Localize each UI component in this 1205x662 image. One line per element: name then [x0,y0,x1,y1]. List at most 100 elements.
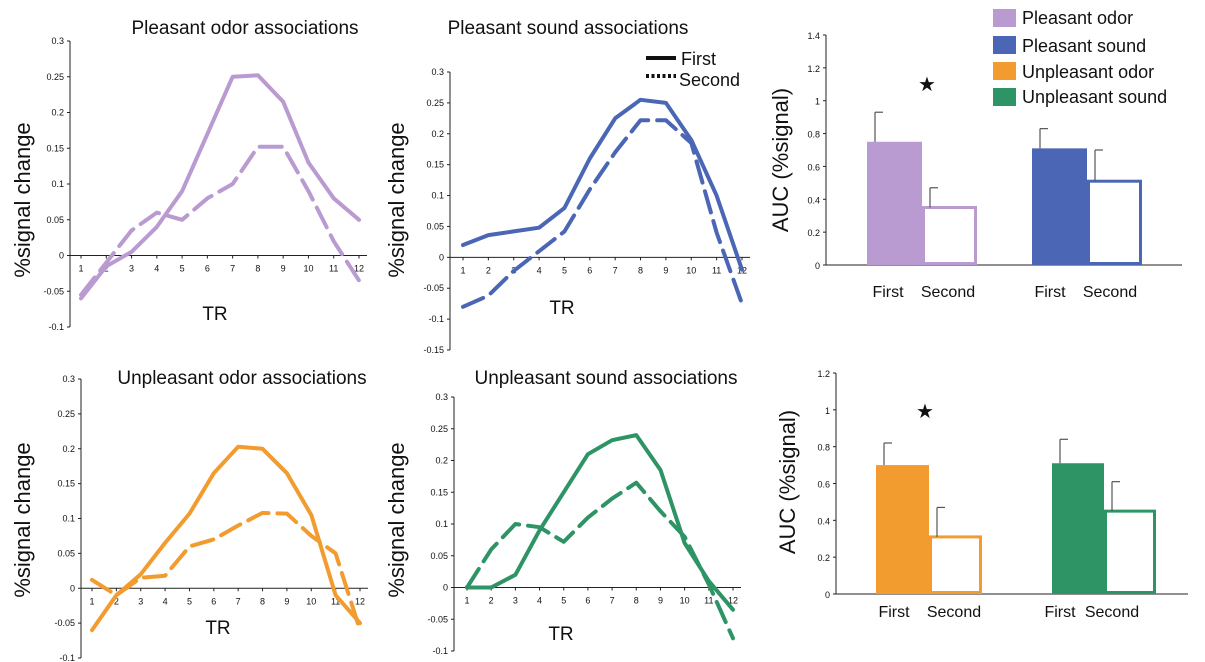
bar-panel-1: 0 0.2 0.4 0.6 0.8 1 1.2 1.4 [807,31,1182,271]
x-tick-label: 3 [138,596,143,606]
x-tick-label: 11 [712,265,721,275]
y-tick-label: 0.1 [51,179,64,189]
y-tick-label: 1.4 [807,31,820,41]
y-tick-label: 0.1 [62,514,75,524]
series-line-second [79,144,361,297]
y-tick-label: -0.05 [54,618,75,628]
x-tick-label: 5 [180,264,185,274]
title-pleasant-odor: Pleasant odor associations [131,18,358,39]
y-tick-label: 0.25 [46,72,64,82]
y-tick-label: 0.2 [435,456,448,466]
y-tick-label: 0.15 [46,143,64,153]
x-tick-label: 6 [211,596,216,606]
x-tick-label: 4 [537,265,542,275]
x-tick-label: 7 [610,596,615,606]
series-line-first [461,97,744,272]
series-line-second [90,510,362,633]
y-tick-label: 0.05 [426,221,444,231]
bar-first [867,141,922,265]
y-tick-label: 0.05 [430,551,448,561]
xlabel-unpleasant-odor: TR [205,618,230,639]
y-tick-label: 0.1 [431,191,444,201]
x-tick-label: 1 [89,596,94,606]
series-line-second [465,480,735,641]
y-tick-label: 1 [825,406,830,416]
y-tick-label: 0 [439,252,444,262]
x-tick-label: 2 [489,596,494,606]
x-tick-label: 12 [355,596,365,606]
bar-second [922,206,977,265]
y-tick-label: 0.2 [807,228,820,238]
x-tick-label: 4 [163,596,168,606]
x-tick-label: 9 [281,264,286,274]
y-tick-label: 0.2 [62,444,75,454]
x-tick-label: 6 [205,264,210,274]
x-tick-label: 10 [686,265,696,275]
x-tick-label: 11 [704,596,713,606]
bar-categories-bottom: First Second First Second [878,604,1139,621]
y-tick-label: -0.05 [427,614,448,624]
y-tick-label: 1.2 [817,369,830,379]
bar-second [1087,179,1142,265]
y-tick-label: 0.8 [807,130,820,140]
y-tick-label: 0.4 [817,516,830,526]
legend-swatch-unpleasant-sound [993,88,1016,106]
y-tick-label: 0.2 [817,553,830,563]
y-tick-label: 0.15 [426,160,444,170]
legend-label-unpleasant-odor: Unpleasant odor [1022,62,1154,82]
x-tick-label: 10 [306,596,316,606]
x-tick-label: 7 [613,265,618,275]
title-pleasant-sound: Pleasant sound associations [448,18,689,39]
x-tick-label: 3 [513,596,518,606]
bar-first [1032,148,1087,265]
y-tick-label: 1 [815,97,820,107]
x-tick-label: 5 [562,265,567,275]
x-tick-label: 4 [537,596,542,606]
bar-panel-2: 0 0.2 0.4 0.6 0.8 1 1.2 [817,369,1188,600]
y-tick-label: -0.1 [428,314,444,324]
x-tick-label: 8 [255,264,260,274]
x-tick-label: 2 [486,265,491,275]
bar-color-legend: Pleasant odor Pleasant sound Unpleasant … [993,8,1167,107]
y-tick-label: 0.6 [817,480,830,490]
legend-label-pleasant-sound: Pleasant sound [1022,36,1146,56]
x-tick-label: 2 [114,596,119,606]
x-tick-label: 3 [129,264,134,274]
y-tick-label: 0.4 [807,195,820,205]
y-tick-label: -0.05 [43,286,64,296]
y-tick-label: 0 [70,583,75,593]
x-tick-label: 9 [663,265,668,275]
x-tick-label: 4 [154,264,159,274]
y-tick-label: 0.25 [57,409,75,419]
series-line-second [461,118,744,309]
y-tick-label: 0 [815,261,820,271]
y-tick-label: -0.1 [432,646,448,656]
category-label: Second [921,284,975,301]
x-tick-label: 5 [187,596,192,606]
x-tick-label: 8 [638,265,643,275]
x-tick-label: 1 [78,264,83,274]
title-unpleasant-sound: Unpleasant sound associations [474,368,737,389]
category-label: Second [1085,604,1139,621]
title-unpleasant-odor: Unpleasant odor associations [117,368,366,389]
xlabel-pleasant-sound: TR [549,298,574,319]
series-line-first [90,444,362,633]
bar-categories-top: First Second First Second [872,284,1137,301]
legend-swatch-unpleasant-odor [993,62,1016,80]
legend-swatch-pleasant-sound [993,36,1016,54]
y-tick-label: 0.25 [426,98,444,108]
ylabel-pleasant-sound: %signal change [384,122,409,277]
line-style-legend: First Second [646,49,740,90]
bar-first [876,465,929,594]
x-tick-label: 12 [728,596,738,606]
series-line-first [465,433,735,612]
y-tick-label: 0.25 [430,424,448,434]
series-line-first [79,73,361,301]
ylabel-auc-bottom: AUC (%signal) [775,410,800,554]
bar-second [929,535,982,594]
y-tick-label: -0.1 [48,322,64,332]
y-tick-label: 0.6 [807,162,820,172]
